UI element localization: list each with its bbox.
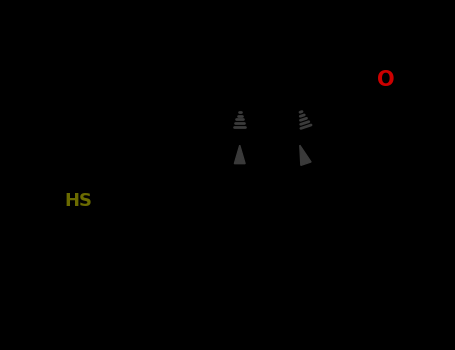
Text: O: O xyxy=(377,70,395,91)
Text: HS: HS xyxy=(64,193,92,210)
Polygon shape xyxy=(234,145,245,164)
Polygon shape xyxy=(300,145,311,165)
